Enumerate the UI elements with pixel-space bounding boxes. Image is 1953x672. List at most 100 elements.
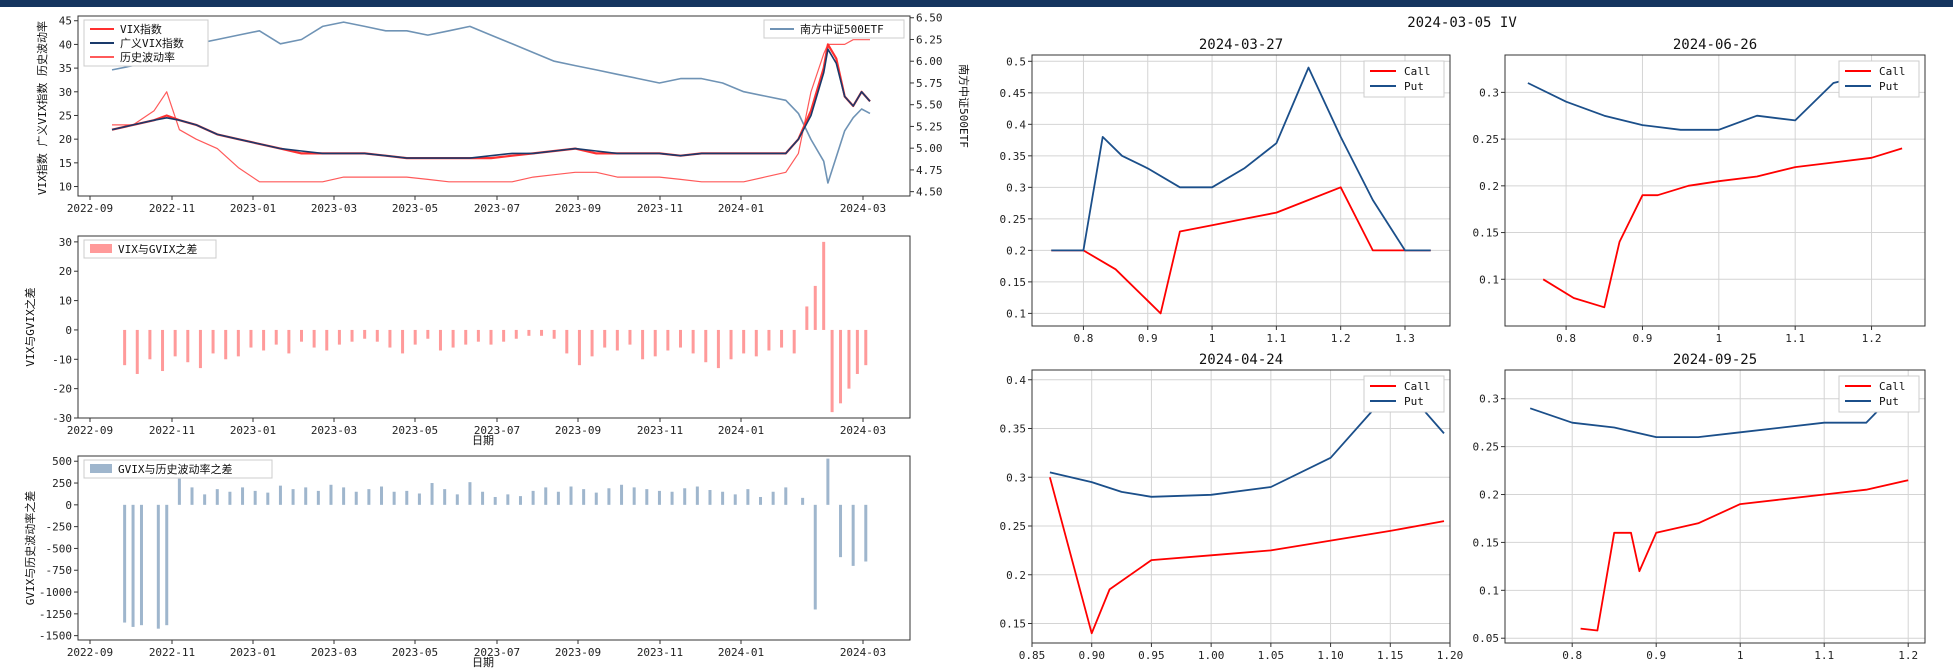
bar [632, 487, 636, 505]
bar [131, 504, 135, 627]
bar [228, 491, 232, 505]
x-tick-label: 1.05 [1258, 649, 1285, 662]
bar [729, 329, 733, 360]
x-tick-label: 2023-11 [637, 202, 683, 215]
bar [455, 494, 459, 505]
x-tick-label: 1 [1209, 332, 1216, 345]
bar [742, 329, 746, 354]
bar [721, 491, 725, 505]
y-tick-label: 0.2 [1006, 569, 1026, 582]
y-tick-label: 0.25 [1473, 133, 1500, 146]
bar [527, 329, 531, 336]
bar [123, 329, 127, 366]
x-tick-label: 2023-11 [637, 646, 683, 659]
bar [645, 489, 649, 505]
bar [363, 329, 367, 339]
bar [291, 489, 295, 505]
x-axis-label: 日期 [472, 434, 494, 447]
y-tick-label: 0 [65, 499, 72, 512]
x-tick-label: 2024-01 [718, 646, 764, 659]
bar [607, 488, 611, 505]
bar [556, 491, 560, 505]
bar [531, 490, 535, 505]
bar [759, 496, 763, 505]
chart6-plot-area [1504, 369, 1926, 644]
legend-label: GVIX与历史波动率之差 [118, 462, 233, 476]
bar [329, 484, 333, 505]
y-tick-label: -1500 [39, 630, 72, 643]
bar [577, 329, 581, 366]
y2-tick-label: 4.75 [916, 164, 943, 177]
bar [864, 329, 868, 366]
x-tick-label: 2022-11 [149, 646, 195, 659]
bar [215, 489, 219, 505]
y-tick-label: -20 [52, 383, 72, 396]
bar [405, 490, 409, 505]
bar [813, 285, 817, 330]
legend-box [83, 459, 273, 479]
series-line-0 [111, 43, 871, 160]
bar [249, 329, 253, 348]
subplot-title: 2024-04-24 [1199, 352, 1283, 368]
bar [657, 490, 661, 505]
bar [430, 483, 434, 505]
bar [641, 329, 645, 360]
legend-label: Call [1879, 65, 1906, 78]
series-line-2 [112, 39, 870, 183]
x-tick-label: 2024-01 [718, 202, 764, 215]
bar [468, 482, 472, 505]
bar [451, 329, 455, 348]
bar [417, 493, 421, 505]
bar [514, 329, 518, 339]
x-tick-label: 0.9 [1138, 332, 1158, 345]
y-tick-label: 0.2 [1479, 180, 1499, 193]
subplot-title: 2024-06-26 [1673, 37, 1757, 53]
y-tick-label: 250 [52, 477, 72, 490]
legend-label: Put [1879, 395, 1899, 408]
y-tick-label: 0.1 [1006, 307, 1026, 320]
bar [518, 496, 522, 505]
y2-axis-label: 南方中证500ETF [957, 64, 971, 148]
y-tick-label: 0.4 [1006, 118, 1026, 131]
y-tick-label: -10 [52, 353, 72, 366]
x-tick-label: 2022-09 [67, 646, 113, 659]
y-tick-label: 500 [52, 455, 72, 468]
series-line-call [1049, 477, 1445, 635]
x-tick-label: 2023-01 [230, 646, 276, 659]
bar [489, 329, 493, 345]
bar [864, 504, 868, 562]
bar [304, 487, 308, 505]
x-tick-label: 2023-09 [555, 202, 601, 215]
bar [733, 494, 737, 505]
legend-swatch [90, 244, 112, 253]
x-tick-label: 1.2 [1331, 332, 1351, 345]
bar [493, 496, 497, 505]
y-tick-label: 0.5 [1006, 55, 1026, 68]
bar [506, 494, 510, 505]
x-tick-label: 1.20 [1437, 649, 1464, 662]
y-tick-label: 45 [59, 15, 72, 28]
y-tick-label: 20 [59, 133, 72, 146]
y-tick-label: 0.15 [1000, 276, 1027, 289]
x-tick-label: 2023-07 [474, 202, 520, 215]
chart2-plot-area [77, 455, 911, 641]
y-tick-label: 0.35 [1000, 423, 1027, 436]
y2-tick-label: 5.25 [916, 120, 943, 133]
bar [342, 487, 346, 505]
legend-label: 广义VIX指数 [120, 36, 184, 50]
x-tick-label: 1.15 [1377, 649, 1404, 662]
bar [620, 484, 624, 505]
bar [813, 504, 817, 610]
x-tick-label: 2023-03 [311, 646, 357, 659]
y-tick-label: 0.15 [1473, 227, 1500, 240]
y-tick-label: 0.25 [1000, 520, 1027, 533]
bar [839, 504, 843, 558]
bar [565, 329, 569, 354]
bar [552, 329, 556, 339]
bar [695, 486, 699, 505]
bar [569, 486, 573, 505]
legend-label: 历史波动率 [120, 50, 175, 64]
x-tick-label: 1.1 [1785, 332, 1805, 345]
bar [224, 329, 228, 360]
x-tick-label: 2023-05 [392, 424, 438, 437]
